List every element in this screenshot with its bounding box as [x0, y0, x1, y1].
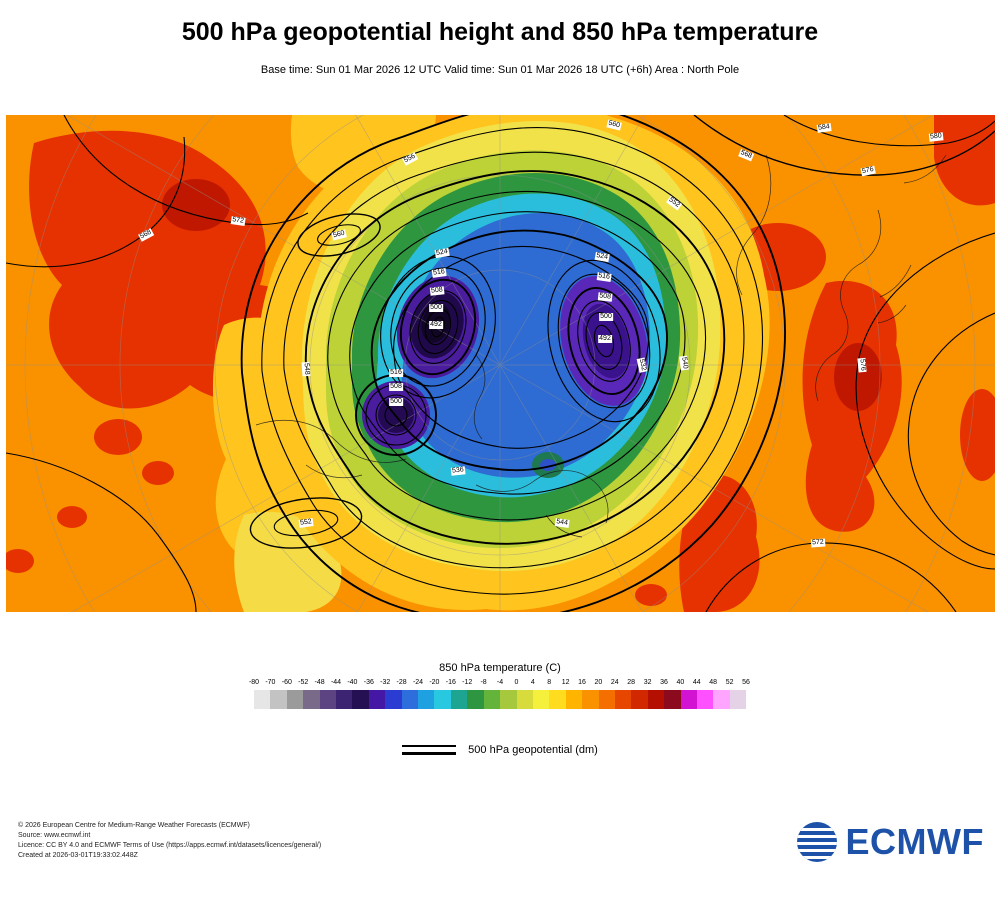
colorbar-tick-label: 52: [725, 679, 734, 686]
colorbar-tick-label: -44: [330, 679, 342, 686]
colorbar-segment: [696, 690, 714, 709]
colorbar-tick-label: 32: [643, 679, 652, 686]
colorbar-tick-label: 44: [692, 679, 701, 686]
colorbar-tick-label: -24: [412, 679, 424, 686]
colorbar-segment: [680, 690, 697, 709]
footer-line: Licence: CC BY 4.0 and ECMWF Terms of Us…: [18, 842, 322, 849]
colorbar-tick-label: -80: [248, 679, 260, 686]
colorbar-tick-label: -52: [298, 679, 309, 686]
colorbar-tick-label: 8: [547, 679, 552, 686]
colorbar-segment: [631, 690, 648, 709]
colorbar-segment: [500, 690, 517, 709]
colorbar-segment: [483, 690, 501, 709]
colorbar-segment: [729, 690, 747, 709]
colorbar-tick-label: -40: [347, 679, 358, 686]
colorbar-segment: [434, 690, 451, 709]
colorbar-segment: [467, 690, 484, 709]
colorbar-segment: [401, 690, 419, 709]
graticule: [6, 115, 995, 612]
colorbar-strip: [254, 690, 747, 709]
colorbar-segment: [418, 690, 435, 709]
colorbar-segment: [450, 690, 468, 709]
colorbar-segment: [352, 690, 369, 709]
colorbar-segment: [532, 690, 550, 709]
colorbar-tick-label: -4: [496, 679, 504, 686]
colorbar-tick-label: 4: [530, 679, 535, 686]
colorbar-segment: [647, 690, 665, 709]
colorbar-tick-label: -60: [281, 679, 292, 686]
colorbar-tick-label: 0: [514, 679, 519, 686]
colorbar-tick-label: -8: [480, 679, 487, 686]
contour-line-symbol: [402, 745, 457, 755]
coastlines: [255, 154, 947, 538]
ecmwf-logo-icon: [796, 822, 837, 862]
colorbar-segment: [549, 690, 566, 709]
colorbar-tick-label: 28: [627, 679, 636, 686]
colorbar-tick-label: 16: [578, 679, 586, 686]
colorbar-segment: [270, 690, 287, 709]
ecmwf-logo-text: ECMWF: [845, 821, 984, 862]
map-container: 584 580 576 576 572 568 572 568 560 552 560 556 552 5…: [6, 115, 995, 612]
colorbar-tick-label: 24: [610, 679, 619, 686]
footer-line: Created at 2026-03-01T19:33:02.448Z: [18, 852, 138, 859]
temperature-cold-core: [257, 115, 770, 611]
colorbar-tick-label: 36: [660, 679, 668, 686]
temperature-legend-title: 850 hPa temperature (C): [439, 662, 561, 674]
colorbar-tick-label: 56: [742, 679, 750, 686]
colorbar-tick-label: -16: [445, 679, 456, 686]
colorbar-segment: [385, 690, 402, 709]
colorbar-segment: [713, 690, 730, 709]
colorbar-segment: [286, 690, 304, 709]
ecmwf-logo: ECMWF: [795, 820, 984, 864]
colorbar-tick-label: -48: [314, 679, 325, 686]
footer-line: Source: www.ecmwf.int: [18, 832, 91, 839]
colorbar-tick-label: 48: [709, 679, 718, 686]
geopotential-legend-label: 500 hPa geopotential (dm): [468, 744, 598, 756]
colorbar-segment: [565, 690, 583, 709]
colorbar-segment: [254, 690, 271, 709]
colorbar-tick-label: -70: [265, 679, 276, 686]
colorbar-tick-label: -28: [396, 679, 407, 686]
colorbar-segment: [319, 690, 337, 709]
colorbar-tick-label: 12: [561, 679, 570, 686]
temperature-colorbar: -80 -70 -60 -52 -48 -44 -40 -36 -32 -28 -24 -20 -16-…: [249, 679, 750, 709]
colorbar-segment: [303, 690, 320, 709]
geopotential-contours: [6, 115, 995, 612]
colorbar-tick-label: -12: [462, 679, 473, 686]
colorbar-segment: [614, 690, 632, 709]
colorbar-ticks: -80 -70 -60 -52 -48 -44 -40 -36 -32 -28 -24 -20 -16-…: [249, 679, 750, 689]
colorbar-segment: [368, 690, 386, 709]
geopotential-legend: 500 hPa geopotential (dm): [0, 744, 1000, 756]
page-subtitle: Base time: Sun 01 Mar 2026 12 UTC Valid …: [260, 64, 740, 76]
colorbar-tick-label: 40: [676, 679, 685, 686]
weather-map-svg: [6, 115, 995, 612]
colorbar-segment: [598, 690, 615, 709]
colorbar-tick-label: -32: [380, 679, 391, 686]
colorbar-segment: [582, 690, 599, 709]
colorbar-segment: [336, 690, 353, 709]
colorbar-segment: [664, 690, 681, 709]
page-title: 500 hPa geopotential height and 850 hPa …: [181, 18, 819, 46]
colorbar-tick-label: 20: [594, 679, 603, 686]
colorbar-tick-label: -20: [429, 679, 440, 686]
colorbar-segment: [516, 690, 533, 709]
colorbar-tick-label: -36: [363, 679, 374, 686]
footer: © 2026 European Centre for Medium-Range …: [18, 822, 321, 862]
footer-line: © 2026 European Centre for Medium-Range …: [18, 822, 250, 829]
